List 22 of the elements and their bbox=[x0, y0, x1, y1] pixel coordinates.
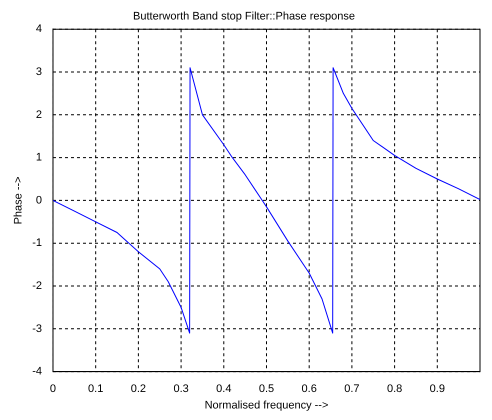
y-tick-label: 4 bbox=[36, 23, 42, 36]
x-tick-label: 0.2 bbox=[130, 383, 146, 396]
x-tick-label: 0.5 bbox=[258, 383, 274, 396]
x-tick-label: 0.6 bbox=[302, 383, 317, 396]
y-tick-label: -4 bbox=[32, 366, 42, 378]
y-tick-label: -3 bbox=[32, 322, 42, 335]
y-tick-label: 1 bbox=[36, 152, 42, 164]
x-tick-label: 0.4 bbox=[216, 383, 232, 396]
y-tick-label: 2 bbox=[36, 108, 42, 121]
y-tick-label: 0 bbox=[36, 194, 42, 206]
x-axis-title: Normalised frequency --> bbox=[204, 399, 328, 412]
x-tick-label: 0.8 bbox=[386, 383, 402, 396]
x-tick-label: 0.7 bbox=[344, 383, 360, 396]
chart-title: Butterworth Band stop Filter::Phase response bbox=[133, 10, 355, 23]
x-tick-label: 0.1 bbox=[88, 383, 104, 396]
y-tick-label: -2 bbox=[32, 280, 42, 292]
y-axis-title: Phase --> bbox=[12, 176, 25, 224]
y-tick-label: -1 bbox=[32, 237, 42, 250]
x-tick-label: 0.3 bbox=[173, 383, 189, 396]
x-tick-label: 0 bbox=[50, 383, 56, 396]
y-tick-label: 3 bbox=[36, 66, 42, 78]
x-tick-label: 0.9 bbox=[430, 383, 445, 396]
